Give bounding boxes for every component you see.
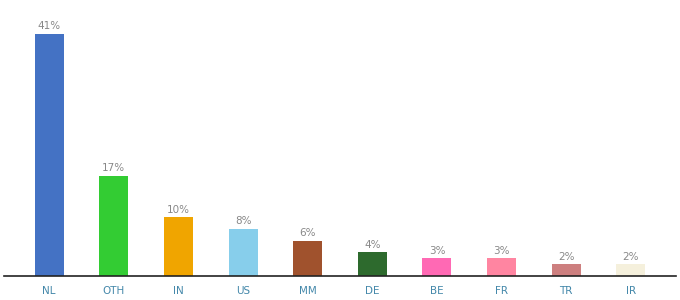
Bar: [422, 258, 452, 276]
Text: 10%: 10%: [167, 205, 190, 214]
Bar: [358, 253, 387, 276]
Bar: [616, 264, 645, 276]
Text: 2%: 2%: [558, 252, 575, 262]
Bar: [228, 229, 258, 276]
Text: 2%: 2%: [622, 252, 639, 262]
Text: 3%: 3%: [493, 246, 510, 256]
Bar: [35, 34, 64, 276]
Text: 8%: 8%: [235, 217, 252, 226]
Text: 41%: 41%: [37, 21, 61, 32]
Bar: [487, 258, 516, 276]
Bar: [551, 264, 581, 276]
Bar: [293, 241, 322, 276]
Text: 4%: 4%: [364, 240, 381, 250]
Bar: [99, 176, 129, 276]
Text: 6%: 6%: [299, 228, 316, 238]
Text: 3%: 3%: [428, 246, 445, 256]
Text: 17%: 17%: [102, 163, 125, 173]
Bar: [164, 217, 193, 276]
